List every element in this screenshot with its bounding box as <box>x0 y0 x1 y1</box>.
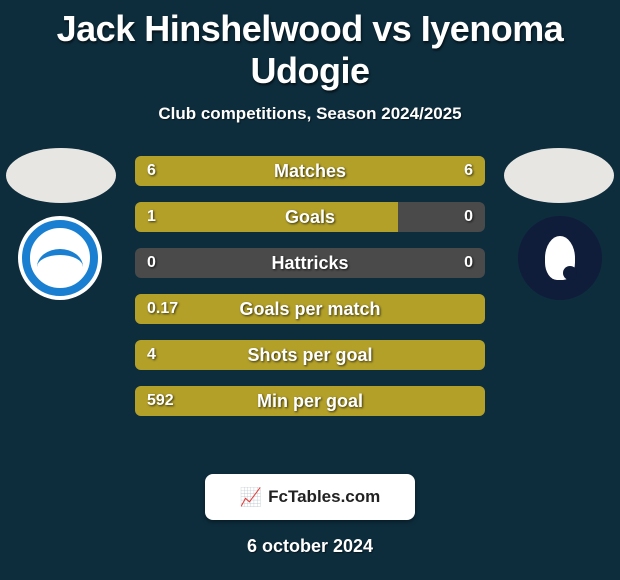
branding-text: FcTables.com <box>268 487 380 507</box>
stat-row: 0.17Goals per match <box>135 294 485 324</box>
bar-left-fill <box>135 340 485 370</box>
stat-row: 66Matches <box>135 156 485 186</box>
badge-ring <box>22 220 98 296</box>
bar-left-fill <box>135 294 485 324</box>
bar-right-fill <box>310 156 485 186</box>
comparison-arena: 66Matches 10Goals 00Hattricks 0.17Goals per… <box>0 156 620 456</box>
bar-left-fill <box>135 202 398 232</box>
chart-icon: 📈 <box>240 487 262 508</box>
bar-bg <box>135 248 485 278</box>
branding-pill[interactable]: 📈 FcTables.com <box>205 474 415 520</box>
snapshot-date: 6 october 2024 <box>0 536 620 557</box>
stat-bars: 66Matches 10Goals 00Hattricks 0.17Goals per… <box>135 156 485 432</box>
stat-row: 00Hattricks <box>135 248 485 278</box>
stat-row: 4Shots per goal <box>135 340 485 370</box>
player-right-silhouette <box>504 148 614 203</box>
cockerel-icon <box>545 236 575 280</box>
player-left-silhouette <box>6 148 116 203</box>
stat-row: 10Goals <box>135 202 485 232</box>
club-badge-left <box>18 216 102 300</box>
page-title: Jack Hinshelwood vs Iyenoma Udogie <box>0 0 620 92</box>
page-subtitle: Club competitions, Season 2024/2025 <box>0 104 620 124</box>
club-badge-right <box>518 216 602 300</box>
bar-left-fill <box>135 386 485 416</box>
stat-row: 592Min per goal <box>135 386 485 416</box>
bar-left-fill <box>135 156 310 186</box>
